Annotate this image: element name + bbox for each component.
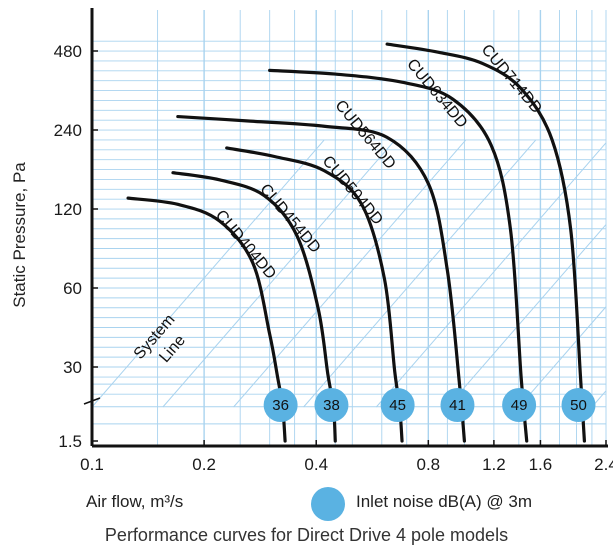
noise-badge-CUD404DD: [263, 388, 298, 422]
system-line-2: [233, 139, 467, 408]
noise-badge-CUD714DD: [561, 388, 596, 422]
noise-badge-CUD634DD: [502, 388, 537, 422]
x-tick-label-0: 0.1: [80, 455, 104, 474]
chart-caption: Performance curves for Direct Drive 4 po…: [104, 525, 509, 545]
curve-CUD714DD: [385, 42, 587, 443]
noise-value-CUD454DD: 38: [323, 397, 340, 414]
curve-CUD454DD: [171, 171, 337, 443]
curve-label-CUD564DD: CUD564DD: [331, 97, 398, 173]
noise-value-CUD404DD: 36: [272, 397, 289, 414]
y-tick-label-1: 30: [63, 358, 82, 377]
system-line-4: [375, 142, 607, 408]
noise-value-CUD714DD: 50: [570, 397, 587, 414]
x-tick-label-3: 0.8: [416, 455, 440, 474]
axes: 0.1 0.2 0.4 0.8 1.2 1.6 2.4 1.5 30 60 120 240 480: [54, 8, 613, 474]
system-line-label: System Line: [131, 311, 189, 366]
y-tick-label-4: 240: [54, 121, 82, 140]
system-line-3: [303, 139, 537, 408]
curve-CUD634DD: [268, 68, 529, 443]
y-axis-break: [83, 397, 101, 405]
y-tick-label-5: 480: [54, 42, 82, 61]
performance-chart: 0.1 0.2 0.4 0.8 1.2 1.6 2.4 1.5 30 60 120 240 480 36…: [10, 8, 613, 474]
x-tick-label-6: 2.4: [594, 455, 613, 474]
system-line-1: [162, 139, 396, 408]
curve-CUD404DD: [126, 196, 287, 443]
y-axis-title: Static Pressure, Pa: [10, 162, 29, 308]
system-line-0: [91, 139, 325, 408]
x-tick-label-5: 1.6: [529, 455, 553, 474]
noise-value-CUD634DD: 49: [511, 397, 528, 414]
system-line-6: [518, 306, 607, 408]
x-tick-label-2: 0.4: [304, 455, 328, 474]
x-tick-label-1: 0.2: [192, 455, 216, 474]
x-tick-label-4: 1.2: [482, 455, 506, 474]
y-tick-label-3: 120: [54, 200, 82, 219]
noise-badge-CUD454DD: [314, 388, 349, 422]
noise-value-CUD504DD: 45: [389, 397, 406, 414]
noise-badge-CUD564DD: [440, 388, 475, 422]
x-axis-title: Air flow, m³/s: [86, 492, 184, 511]
system-lines: [91, 139, 607, 408]
noise-value-CUD564DD: 41: [449, 397, 466, 414]
noise-legend-label: Inlet noise dB(A) @ 3m: [356, 492, 532, 511]
noise-badge-CUD504DD: [380, 388, 415, 422]
noise-badges: 36 38 45 41 49 50: [263, 388, 596, 422]
fan-curves: [126, 42, 587, 443]
curve-label-CUD404DD: CUD404DD: [212, 207, 279, 283]
curve-CUD564DD: [176, 114, 467, 443]
y-tick-label-0: 1.5: [58, 432, 82, 451]
y-tick-label-2: 60: [63, 279, 82, 298]
system-line-5: [446, 224, 607, 408]
curve-label-CUD714DD: CUD714DD: [478, 41, 545, 117]
noise-legend-marker: [311, 487, 345, 521]
